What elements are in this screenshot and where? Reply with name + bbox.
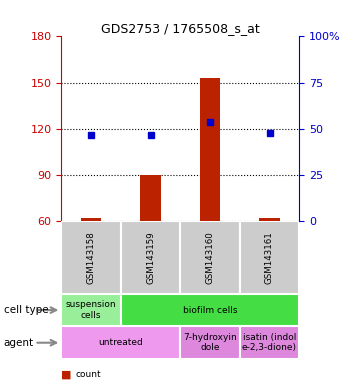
Bar	[61, 221, 121, 294]
Bar	[121, 294, 299, 326]
Text: untreated: untreated	[98, 338, 143, 347]
Bar	[61, 326, 180, 359]
Bar	[140, 175, 161, 221]
Text: GSM143161: GSM143161	[265, 231, 274, 284]
Text: count: count	[75, 370, 101, 379]
Text: cell type: cell type	[4, 305, 48, 315]
Text: GSM143160: GSM143160	[205, 231, 215, 284]
Bar	[180, 221, 240, 294]
Bar	[199, 78, 220, 221]
Bar	[240, 326, 299, 359]
Text: 7-hydroxyin
dole: 7-hydroxyin dole	[183, 333, 237, 353]
Bar	[180, 326, 240, 359]
Title: GDS2753 / 1765508_s_at: GDS2753 / 1765508_s_at	[101, 22, 260, 35]
Text: biofilm cells: biofilm cells	[183, 306, 237, 314]
Text: suspension
cells: suspension cells	[66, 300, 116, 320]
Text: agent: agent	[4, 338, 34, 348]
Text: GSM143158: GSM143158	[86, 231, 96, 284]
Bar	[80, 218, 101, 221]
Text: ■: ■	[61, 369, 72, 379]
Bar	[121, 221, 180, 294]
Bar	[61, 294, 121, 326]
Bar	[259, 218, 280, 221]
Text: isatin (indol
e-2,3-dione): isatin (indol e-2,3-dione)	[242, 333, 297, 353]
Text: GSM143159: GSM143159	[146, 231, 155, 284]
Bar	[240, 221, 299, 294]
